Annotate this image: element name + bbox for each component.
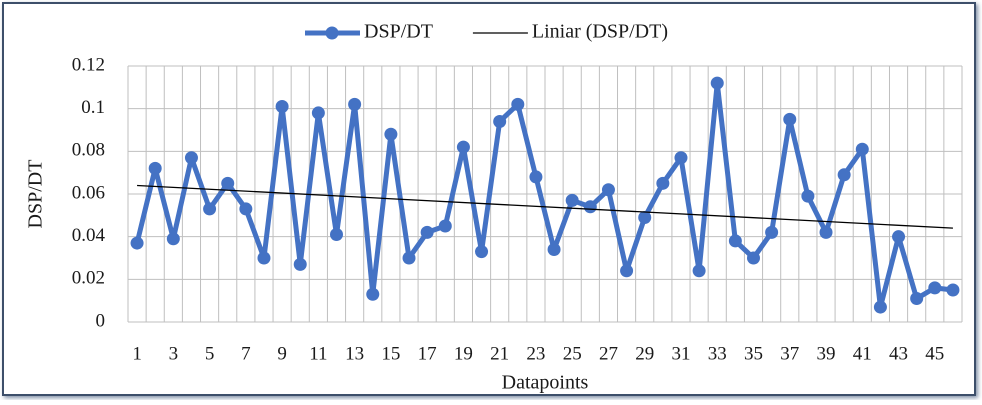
data-point — [221, 176, 235, 190]
data-point — [692, 264, 706, 278]
data-point — [130, 236, 144, 250]
data-point — [674, 151, 688, 165]
data-point — [765, 225, 779, 239]
y-axis-title: DSP/DT — [25, 160, 47, 229]
legend-label: DSP/DT — [364, 21, 433, 43]
data-point — [184, 151, 198, 165]
legend-label: Liniar (DSP/DT) — [532, 21, 668, 43]
x-tick-label: 31 — [671, 343, 690, 364]
data-point — [384, 127, 398, 141]
data-point — [601, 183, 615, 197]
x-tick-label: 45 — [925, 343, 944, 364]
x-tick-label: 11 — [309, 343, 327, 364]
y-tick-label: 0.08 — [72, 140, 105, 161]
x-tick-label: 5 — [205, 343, 215, 364]
data-point — [239, 202, 253, 216]
data-point — [438, 219, 452, 233]
legend-marker — [325, 26, 339, 40]
legend-item: Liniar (DSP/DT) — [472, 21, 668, 43]
x-tick-label: 1 — [132, 343, 142, 364]
data-point — [656, 176, 670, 190]
x-tick-label: 23 — [526, 343, 545, 364]
x-tick-label: 29 — [635, 343, 654, 364]
data-point — [728, 234, 742, 248]
x-tick-label: 15 — [381, 343, 400, 364]
y-tick-label: 0.02 — [72, 268, 105, 289]
data-point — [348, 97, 362, 111]
data-point — [928, 281, 942, 295]
data-line — [134, 80, 954, 310]
data-point — [475, 245, 489, 259]
data-point — [873, 300, 887, 314]
data-point — [565, 193, 579, 207]
data-point — [402, 251, 416, 265]
data-point — [819, 225, 833, 239]
data-point — [257, 251, 271, 265]
data-point — [493, 114, 507, 128]
data-point — [330, 228, 343, 242]
data-point — [366, 287, 380, 301]
x-tick-label: 17 — [418, 343, 437, 364]
x-tick-label: 19 — [454, 343, 473, 364]
x-tick-label: 13 — [345, 343, 364, 364]
y-tick-label: 0.12 — [72, 54, 105, 75]
data-point — [311, 106, 325, 120]
x-tick-label: 27 — [599, 343, 618, 364]
data-point — [420, 225, 434, 239]
x-tick-label: 41 — [853, 343, 872, 364]
data-point — [783, 112, 797, 126]
data-point — [166, 232, 180, 246]
x-axis-title: Datapoints — [502, 372, 589, 394]
x-tick-label: 35 — [744, 343, 763, 364]
trend-line — [137, 184, 953, 229]
x-tick-label: 21 — [490, 343, 509, 364]
data-point — [293, 257, 307, 271]
x-tick-label: 43 — [889, 343, 908, 364]
y-tick-label: 0.06 — [72, 182, 105, 203]
y-tick-label: 0 — [96, 310, 106, 331]
y-tick-label: 0.1 — [81, 97, 105, 118]
data-point — [529, 170, 543, 184]
legend-item: DSP/DT — [305, 21, 433, 43]
x-tick-label: 37 — [780, 343, 799, 364]
x-tick-label: 3 — [169, 343, 179, 364]
y-tick-label: 0.04 — [72, 225, 106, 246]
data-point — [583, 200, 597, 214]
data-point — [710, 76, 724, 90]
data-point — [203, 202, 217, 216]
data-point — [547, 242, 561, 256]
data-point — [456, 140, 470, 154]
data-point — [946, 283, 960, 297]
data-point — [275, 100, 289, 114]
x-tick-label: 7 — [241, 343, 251, 364]
x-tick-label: 33 — [708, 343, 727, 364]
data-point — [638, 210, 652, 224]
data-point — [801, 189, 815, 203]
data-point — [511, 97, 525, 111]
data-point — [855, 142, 869, 156]
data-point — [892, 230, 906, 244]
x-tick-label: 39 — [817, 343, 836, 364]
x-tick-label: 25 — [563, 343, 582, 364]
x-tick-label: 9 — [277, 343, 287, 364]
plot-area: 00.020.040.060.080.10.121 3 5 7 9 11 13 15 17 19 2… — [72, 54, 963, 364]
data-point — [747, 251, 760, 265]
data-point — [837, 168, 851, 182]
data-point — [148, 161, 162, 175]
data-point — [910, 292, 924, 306]
data-point — [620, 264, 634, 278]
